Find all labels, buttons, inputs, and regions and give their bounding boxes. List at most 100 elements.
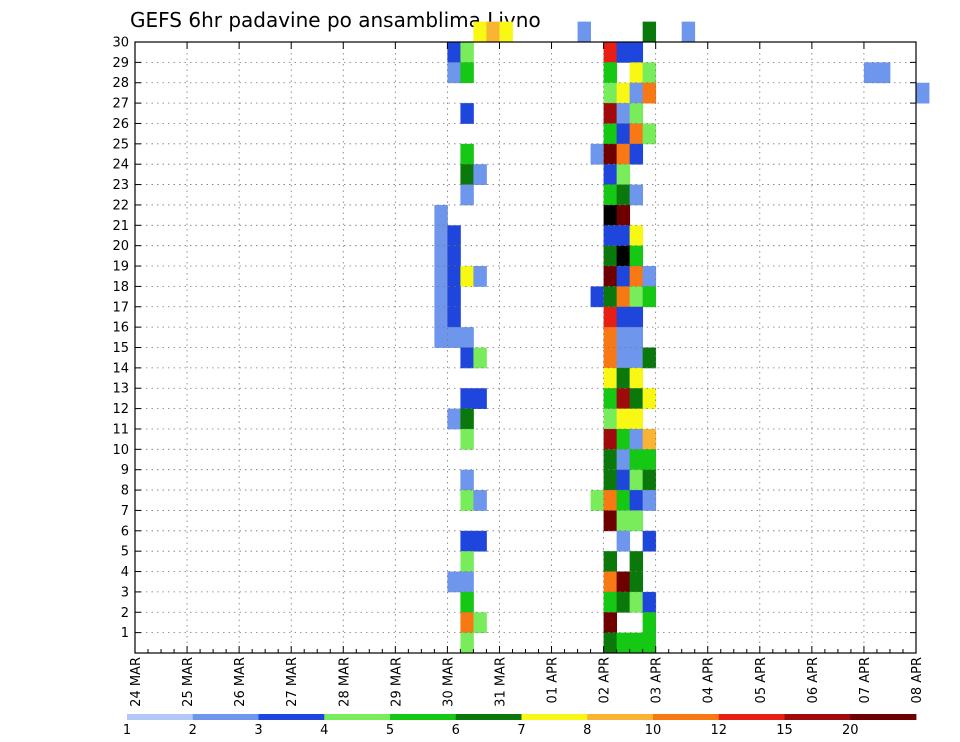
heatmap-cell [460, 571, 474, 593]
heatmap-cell [616, 347, 631, 369]
heatmap-cell [603, 571, 618, 593]
heatmap-cell [460, 469, 474, 491]
colorbar-level-label: 5 [386, 723, 394, 738]
heatmap-cell [473, 612, 487, 634]
y-tick-label: 26 [112, 117, 129, 132]
y-tick-label: 4 [121, 565, 129, 580]
heatmap-cell [629, 571, 644, 593]
heatmap-cell [603, 42, 618, 63]
heatmap-cell [447, 327, 461, 348]
heatmap-cell [642, 286, 657, 308]
x-tick-label: 02 APR [598, 657, 613, 703]
x-tick-label: 24 MAR [129, 657, 144, 707]
colorbar-level-label: 4 [320, 723, 328, 738]
heatmap-cell [629, 510, 644, 532]
heatmap-cell [590, 490, 604, 511]
colorbar-swatch [850, 714, 917, 720]
heatmap-cell [616, 327, 631, 348]
heatmap-cell [447, 571, 461, 593]
heatmap-cell [629, 469, 644, 491]
x-tick-label: 31 MAR [493, 657, 508, 707]
heatmap-cell [603, 490, 618, 511]
heatmap-cell [603, 327, 618, 348]
heatmap-cell [590, 143, 604, 165]
heatmap-cell [616, 408, 631, 430]
heatmap-cell [447, 225, 461, 247]
heatmap-cell [447, 42, 461, 63]
heatmap-cell [616, 510, 631, 532]
y-axis: 1234567891011121314151617181920212223242… [112, 36, 916, 641]
heatmap-cell [629, 103, 644, 124]
heatmap-cell [447, 286, 461, 308]
heatmap-cell [603, 449, 618, 471]
heatmap-cell [642, 469, 657, 491]
heatmap-cell [603, 612, 618, 634]
y-tick-label: 1 [121, 626, 129, 641]
y-tick-label: 6 [121, 524, 129, 539]
heatmap-cell [460, 591, 474, 613]
x-tick-label: 28 MAR [337, 657, 352, 707]
heatmap-cell [460, 184, 474, 206]
heatmap-cell [916, 82, 930, 104]
colorbar-swatch [521, 714, 588, 720]
heatmap-cell [603, 632, 618, 654]
colorbar-swatch [718, 714, 785, 720]
heatmap-cell [603, 551, 618, 572]
heatmap-cell [460, 490, 474, 511]
heatmap-cell [434, 225, 448, 247]
heatmap-cell [616, 42, 631, 63]
heatmap-cell [473, 388, 487, 409]
heatmap-cell [616, 184, 631, 206]
colorbar-swatch [587, 714, 654, 720]
heatmap-cell [629, 62, 644, 84]
y-tick-label: 30 [112, 36, 129, 51]
heatmap-cell [629, 266, 644, 287]
grid-lines [135, 42, 916, 653]
colorbar-swatch [653, 714, 720, 720]
heatmap-cell [603, 225, 618, 247]
heatmap-cell [460, 612, 474, 634]
heatmap-cell [629, 123, 644, 145]
heatmap-cell [616, 164, 631, 185]
heatmap-cell [473, 490, 487, 511]
heatmap-cell [460, 266, 474, 287]
heatmap-cell [616, 571, 631, 593]
heatmap-cell [460, 408, 474, 430]
heatmap-cell [447, 245, 461, 267]
y-tick-label: 17 [112, 300, 129, 315]
y-tick-label: 12 [112, 402, 129, 417]
colorbar-swatch [455, 714, 522, 720]
y-tick-label: 22 [112, 198, 129, 213]
heatmap-cell [499, 21, 513, 43]
heatmap-cell [642, 591, 657, 613]
heatmap-cell [642, 123, 657, 145]
heatmap-cell [603, 286, 618, 308]
x-tick-label: 01 APR [546, 657, 561, 703]
y-tick-label: 25 [112, 137, 129, 152]
heatmap-cell [473, 21, 487, 43]
heatmap-cell [603, 164, 618, 185]
colorbar-swatch [192, 714, 259, 720]
heatmap-cell [603, 469, 618, 491]
heatmap-cell [590, 286, 604, 308]
heatmap-cell [473, 347, 487, 369]
heatmap-cell [616, 103, 631, 124]
y-tick-label: 16 [112, 321, 129, 336]
heatmap-cell [629, 428, 644, 450]
heatmap-cell [642, 428, 657, 450]
y-tick-label: 5 [121, 545, 129, 560]
heatmap-cell [629, 632, 644, 654]
x-tick-label: 25 MAR [181, 657, 196, 707]
y-tick-label: 20 [112, 239, 129, 254]
heatmap-cell [603, 204, 618, 226]
y-tick-label: 10 [112, 443, 129, 458]
heatmap-cell [629, 286, 644, 308]
heatmap-cell [616, 143, 631, 165]
colorbar-swatch [784, 714, 851, 720]
heatmap-cell [603, 510, 618, 532]
x-tick-label: 26 MAR [233, 657, 248, 707]
heatmap-cell [642, 612, 657, 634]
heatmap-cell [434, 327, 448, 348]
heatmap-cell [460, 551, 474, 572]
